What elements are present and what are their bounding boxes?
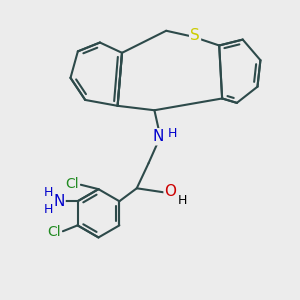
Text: H: H (44, 203, 53, 216)
Text: N: N (152, 129, 164, 144)
Text: Cl: Cl (65, 177, 79, 191)
Text: H: H (168, 127, 177, 140)
Text: Cl: Cl (47, 225, 61, 239)
Text: H: H (178, 194, 187, 207)
Text: S: S (190, 28, 200, 43)
Text: H: H (44, 187, 53, 200)
Text: O: O (165, 184, 177, 199)
Text: N: N (54, 194, 65, 209)
